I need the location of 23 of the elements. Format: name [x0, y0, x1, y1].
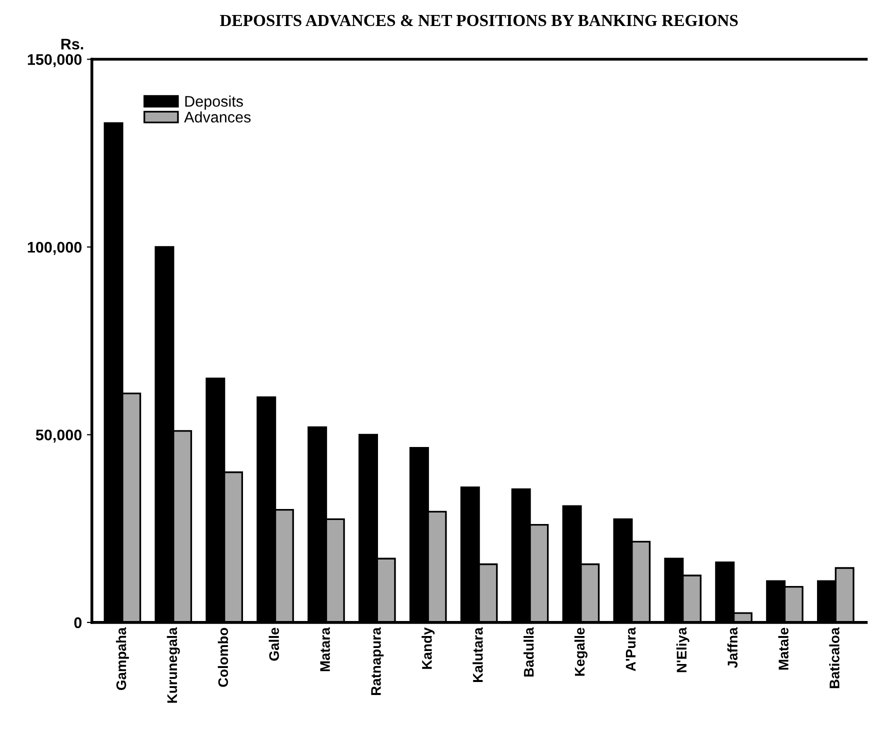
x-tick-label: A'Pura	[626, 627, 636, 672]
x-tick-label: Baticaloa	[829, 627, 840, 688]
x-tick-label: Badulla	[524, 627, 534, 677]
legend-label: Advances	[184, 111, 251, 123]
x-tick-label: Kalutara	[472, 627, 483, 682]
x-tick-label: Kegalle	[574, 628, 588, 676]
x-tick-label: Jaffna	[727, 627, 738, 668]
y-tick-label: 0	[74, 617, 82, 628]
legend-label: Deposits	[185, 96, 243, 110]
x-tick-label: N'Eliya	[676, 627, 690, 672]
x-tick-label: Gampaha	[116, 627, 129, 690]
x-tick-label: Matara	[320, 627, 330, 672]
x-tick-label: Galle	[268, 628, 280, 661]
x-tick-label: Colombo	[218, 628, 228, 687]
x-tick-label: Kandy	[422, 627, 435, 669]
chart-title: DEPOSITS ADVANCES & NET POSITIONS BY BANKING REGIONS	[220, 14, 738, 26]
x-tick-label: Ratnapura	[371, 627, 384, 696]
y-tick-label: 150,000	[28, 54, 82, 68]
y-axis-title: Rs.	[61, 38, 84, 50]
y-tick-label: 100,000	[28, 242, 82, 255]
y-tick-label: 50,000	[36, 430, 82, 443]
x-tick-label: Kurunegala	[166, 627, 180, 703]
x-tick-label: Matale	[778, 628, 788, 670]
